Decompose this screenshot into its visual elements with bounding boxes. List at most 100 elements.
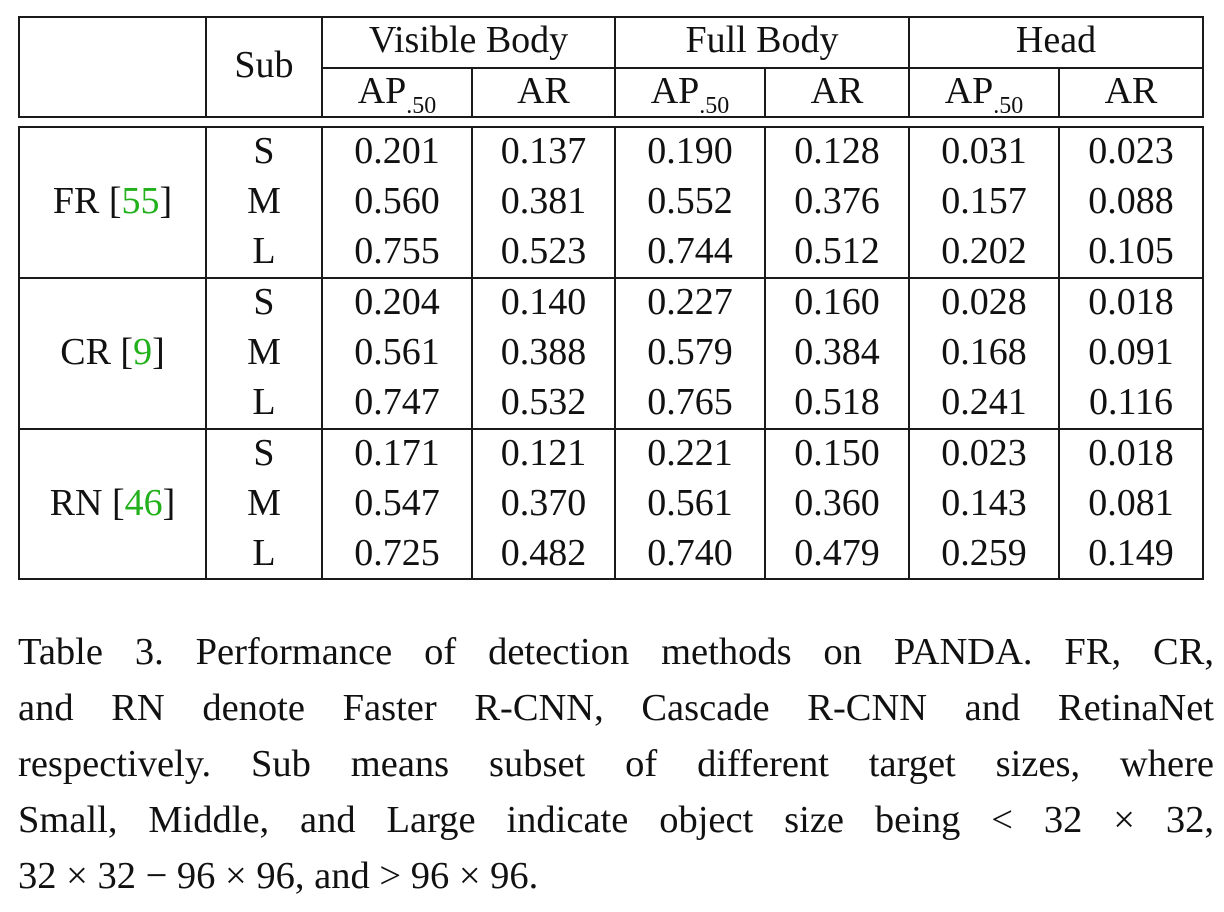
subset-size-cell: L: [252, 532, 276, 574]
metric-value-cell: 0.143: [941, 482, 1027, 524]
metric-value-cell: 0.744: [647, 230, 733, 272]
body-rule: [18, 277, 1204, 279]
metric-value-cell: 0.560: [354, 180, 440, 222]
subset-size-cell: M: [247, 482, 281, 524]
subset-size-cell: M: [247, 180, 281, 222]
method-name: FR [: [52, 180, 122, 222]
body-rule: [18, 428, 1204, 430]
metric-value-cell: 0.523: [500, 230, 587, 272]
caption-line: Small, Middle, and Large indicate object…: [18, 799, 1214, 841]
table-body-box: [18, 126, 1204, 580]
metric-value-cell: 0.190: [647, 130, 733, 172]
citation-link[interactable]: 9: [133, 331, 153, 373]
metric-value-cell: 0.384: [794, 331, 880, 373]
metric-value-cell: 0.202: [941, 230, 1027, 272]
metric-value-cell: 0.552: [647, 180, 733, 222]
metric-ap-subscript: .50: [406, 93, 437, 119]
subset-size-cell: L: [252, 230, 276, 272]
body-rule: [321, 126, 323, 580]
caption-line: Table 3. Performance of detection method…: [18, 631, 1214, 673]
metric-ap-label: AP: [357, 70, 407, 112]
metric-ap-subscript: .50: [699, 93, 730, 119]
header-rule: [1058, 68, 1060, 118]
metric-value-cell: 0.031: [941, 130, 1027, 172]
metric-value-cell: 0.547: [354, 482, 440, 524]
metric-value-cell: 0.168: [941, 331, 1027, 373]
metric-value-cell: 0.160: [794, 281, 880, 323]
metric-value-cell: 0.137: [500, 130, 587, 172]
metric-value-cell: 0.023: [1088, 130, 1174, 172]
metric-value-cell: 0.023: [941, 432, 1027, 474]
method-label: RN [46]: [20, 478, 205, 528]
metric-value-cell: 0.725: [354, 532, 440, 574]
metric-value-cell: 0.482: [500, 532, 587, 574]
metric-value-cell: 0.241: [941, 381, 1027, 423]
metric-value-cell: 0.376: [794, 180, 880, 222]
header-rule: [764, 68, 766, 118]
method-name: CR [: [60, 331, 134, 373]
method-label: FR [55]: [20, 176, 205, 226]
metric-value-cell: 0.479: [794, 532, 880, 574]
metric-value-cell: 0.388: [500, 331, 587, 373]
header-rule: [321, 67, 1204, 69]
metric-ap-subscript: .50: [993, 93, 1024, 119]
body-rule: [205, 126, 207, 580]
group-header-full-body: Full Body: [685, 19, 839, 61]
caption-line: respectively. Sub means subset of differ…: [18, 743, 1214, 785]
metric-value-cell: 0.201: [354, 130, 440, 172]
subset-size-cell: S: [253, 281, 275, 323]
metric-value-cell: 0.755: [354, 230, 440, 272]
metric-header-ar: AR: [810, 70, 864, 112]
metric-value-cell: 0.747: [354, 381, 440, 423]
metric-header-ar: AR: [1104, 70, 1158, 112]
metric-value-cell: 0.518: [794, 381, 880, 423]
metric-header-ap50: AP.50: [323, 66, 471, 119]
caption-line: and RN denote Faster R-CNN, Cascade R-CN…: [18, 687, 1214, 729]
citation-link[interactable]: 55: [121, 180, 160, 222]
metric-value-cell: 0.150: [794, 432, 880, 474]
metric-value-cell: 0.579: [647, 331, 733, 373]
metric-value-cell: 0.259: [941, 532, 1027, 574]
method-bracket: ]: [152, 331, 165, 373]
method-name: RN [: [49, 482, 125, 524]
body-rule: [908, 126, 910, 580]
metric-value-cell: 0.227: [647, 281, 733, 323]
metric-value-cell: 0.171: [354, 432, 440, 474]
metric-value-cell: 0.028: [941, 281, 1027, 323]
caption-line: 32 × 32 − 96 × 96, and > 96 × 96.: [18, 855, 539, 897]
metric-value-cell: 0.221: [647, 432, 733, 474]
metric-value-cell: 0.561: [647, 482, 733, 524]
table-caption: Table 3. Performance of detection method…: [18, 624, 1214, 904]
subset-size-cell: M: [247, 331, 281, 373]
citation-link[interactable]: 46: [124, 482, 163, 524]
subset-size-cell: S: [253, 130, 275, 172]
metric-value-cell: 0.081: [1088, 482, 1174, 524]
subset-size-cell: S: [253, 432, 275, 474]
header-rule: [205, 16, 207, 118]
metric-ap-label: AP: [944, 70, 994, 112]
sub-column-header: Sub: [234, 44, 294, 86]
header-rule: [471, 68, 473, 118]
method-bracket: ]: [162, 482, 176, 524]
metric-value-cell: 0.360: [794, 482, 880, 524]
metric-value-cell: 0.140: [500, 281, 587, 323]
metric-value-cell: 0.370: [500, 482, 587, 524]
metric-header-ar: AR: [517, 70, 570, 112]
metric-value-cell: 0.512: [794, 230, 880, 272]
group-header-head: Head: [1015, 19, 1097, 61]
metric-value-cell: 0.018: [1088, 281, 1174, 323]
body-rule: [1058, 126, 1060, 580]
metric-value-cell: 0.740: [647, 532, 733, 574]
body-rule: [764, 126, 766, 580]
metric-value-cell: 0.128: [794, 130, 880, 172]
group-header-visible-body: Visible Body: [368, 19, 569, 61]
metric-value-cell: 0.561: [354, 331, 440, 373]
body-rule: [614, 126, 616, 580]
metric-value-cell: 0.105: [1088, 230, 1174, 272]
method-label: CR [9]: [20, 327, 205, 377]
metric-header-ap50: AP.50: [910, 66, 1058, 119]
subset-size-cell: L: [252, 381, 276, 423]
metric-value-cell: 0.116: [1088, 381, 1174, 423]
metric-value-cell: 0.018: [1088, 432, 1174, 474]
method-bracket: ]: [159, 180, 173, 222]
